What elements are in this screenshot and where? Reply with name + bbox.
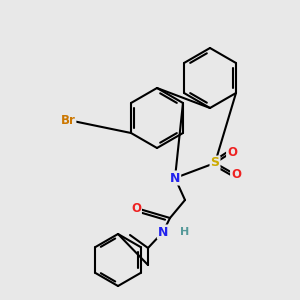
Text: S: S xyxy=(211,157,220,169)
Text: Br: Br xyxy=(61,113,75,127)
Text: O: O xyxy=(227,146,237,158)
Text: O: O xyxy=(131,202,141,214)
Text: N: N xyxy=(170,172,180,184)
Text: H: H xyxy=(180,227,190,237)
Text: O: O xyxy=(231,169,241,182)
Text: N: N xyxy=(158,226,168,238)
